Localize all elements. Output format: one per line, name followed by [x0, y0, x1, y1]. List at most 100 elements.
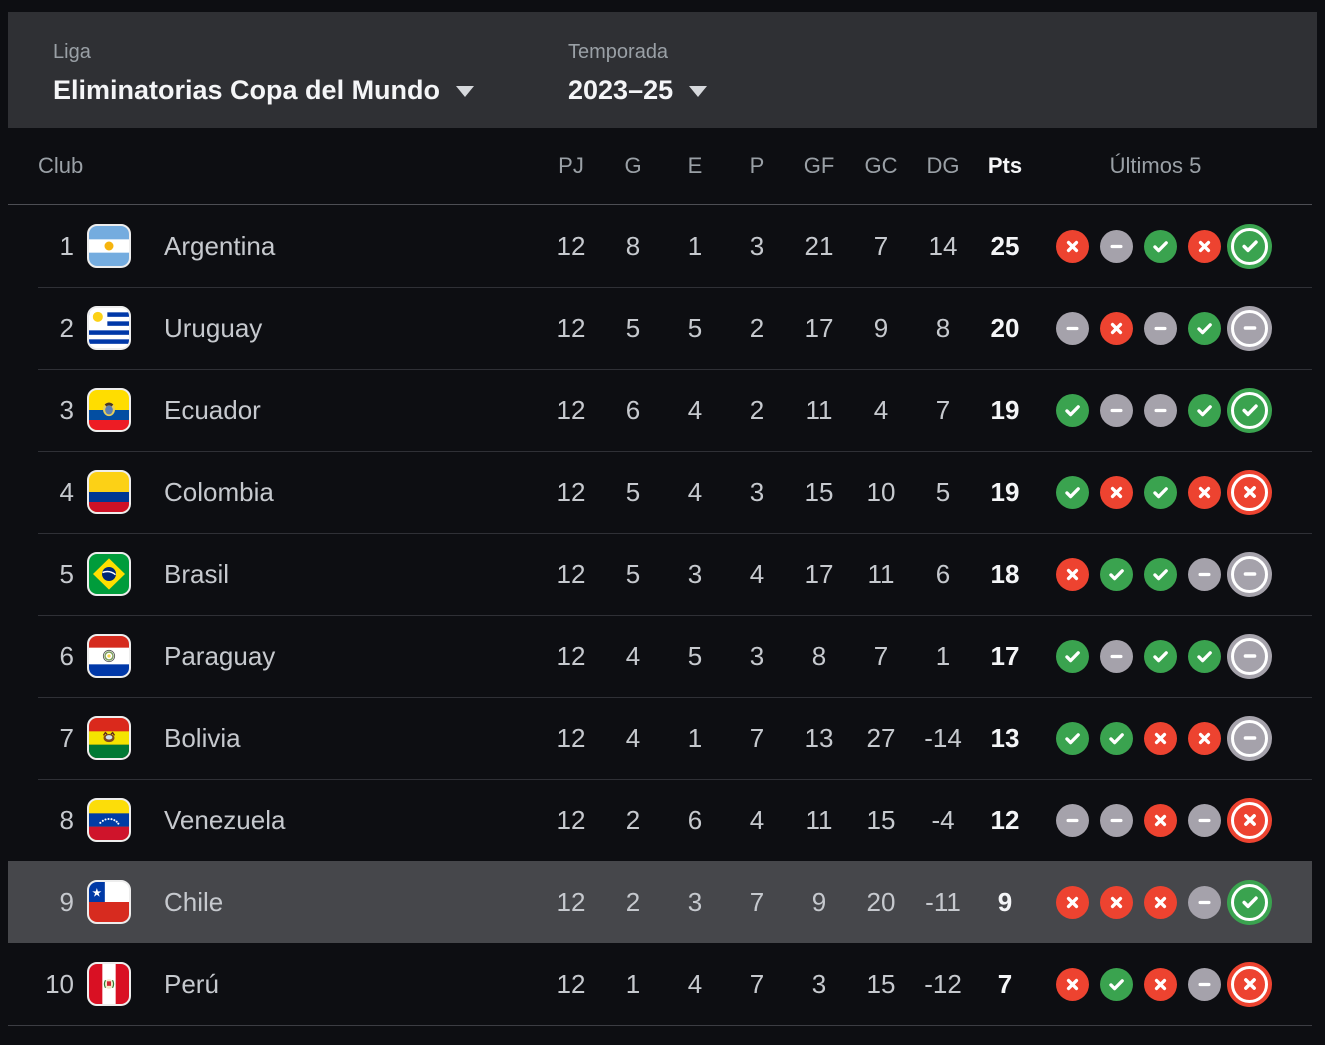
last5-results	[1056, 633, 1277, 679]
stat-dg-cell: -14	[924, 722, 962, 753]
stat-pj-cell: 12	[556, 476, 586, 507]
draw-result-icon	[1188, 885, 1221, 919]
column-header-e: E	[687, 153, 703, 178]
stat-gc-cell: 7	[873, 640, 889, 671]
win-result-icon	[1144, 639, 1177, 673]
draw-result-icon-latest	[1227, 305, 1272, 351]
stat-gc-cell: 15	[866, 968, 896, 999]
stat-gf-cell: 15	[804, 476, 834, 507]
column-header-g: G	[624, 153, 642, 178]
loss-result-icon-latest	[1227, 469, 1272, 515]
points-cell: 20	[990, 312, 1020, 343]
draw-result-icon-latest	[1227, 633, 1272, 679]
stat-g-cell: 1	[625, 968, 641, 999]
team-name-link[interactable]: Ecuador	[164, 394, 261, 425]
draw-result-icon-latest	[1227, 715, 1272, 761]
column-header-p: P	[749, 153, 765, 178]
stat-p-cell: 3	[749, 640, 765, 671]
team-name-link[interactable]: Paraguay	[164, 640, 276, 671]
flag-cell	[74, 388, 144, 432]
draw-result-icon	[1144, 393, 1177, 427]
stat-gc-cell: 11	[867, 558, 895, 589]
draw-result-icon	[1188, 803, 1221, 837]
stat-gc-cell: 7	[873, 230, 889, 261]
season-selector[interactable]: Temporada 2023–25	[568, 12, 708, 105]
draw-result-icon	[1100, 639, 1133, 673]
stat-dg-cell: 8	[935, 312, 951, 343]
stat-p-cell: 2	[749, 394, 765, 425]
win-result-icon	[1056, 721, 1089, 755]
league-selector[interactable]: Liga Eliminatorias Copa del Mundo	[53, 12, 475, 105]
stat-pj-cell: 12	[556, 312, 586, 343]
stat-p-cell: 7	[749, 886, 765, 917]
stat-gc-cell: 20	[866, 886, 896, 917]
standings-table: Club PJ G E P GF GC DG Pts Últimos 5 1 Ar…	[8, 128, 1312, 1026]
colombia-flag-icon	[87, 470, 131, 514]
draw-result-icon	[1100, 229, 1133, 263]
team-name-link[interactable]: Colombia	[164, 476, 274, 507]
win-result-icon	[1188, 393, 1221, 427]
stat-dg-cell: -4	[931, 804, 955, 835]
stat-pj-cell: 12	[556, 722, 586, 753]
loss-result-icon	[1144, 885, 1177, 919]
stat-pj-cell: 12	[556, 394, 586, 425]
stat-p-cell: 4	[749, 558, 765, 589]
points-cell: 9	[997, 886, 1013, 917]
stat-e-cell: 6	[687, 804, 703, 835]
loss-result-icon	[1100, 885, 1133, 919]
stat-e-cell: 4	[687, 968, 703, 999]
league-value: Eliminatorias Copa del Mundo	[53, 75, 441, 105]
stat-gf-cell: 9	[811, 886, 827, 917]
stat-gc-cell: 10	[866, 476, 896, 507]
last5-results	[1056, 305, 1277, 351]
stat-e-cell: 3	[687, 886, 703, 917]
stat-e-cell: 4	[687, 394, 703, 425]
win-result-icon	[1100, 721, 1133, 755]
team-name-link[interactable]: Chile	[164, 886, 224, 917]
team-name-link[interactable]: Perú	[164, 968, 219, 999]
stat-p-cell: 7	[749, 722, 765, 753]
uruguay-flag-icon	[87, 306, 131, 350]
stat-e-cell: 5	[687, 640, 703, 671]
team-name-link[interactable]: Argentina	[164, 230, 276, 261]
team-name-link[interactable]: Brasil	[164, 558, 230, 589]
stat-gf-cell: 11	[805, 394, 833, 425]
stat-gf-cell: 17	[804, 312, 834, 343]
draw-result-icon	[1056, 311, 1089, 345]
last5-results	[1056, 469, 1277, 515]
column-header-club: Club	[38, 153, 84, 178]
venezuela-flag-icon	[87, 798, 131, 842]
loss-result-icon	[1144, 967, 1177, 1001]
loss-result-icon	[1188, 229, 1221, 263]
stat-gf-cell: 11	[805, 804, 833, 835]
season-value: 2023–25	[568, 75, 674, 105]
table-row-chile: 9 Chile 12 2 3 7 9 20 -11 9	[8, 861, 1312, 943]
draw-result-icon	[1188, 557, 1221, 591]
points-cell: 18	[990, 558, 1020, 589]
table-row-colombia: 4 Colombia 12 5 4 3 15 10 5 19	[8, 451, 1312, 533]
stat-e-cell: 1	[687, 722, 703, 753]
rank-cell: 4	[59, 476, 74, 507]
stat-g-cell: 2	[625, 886, 641, 917]
team-name-link[interactable]: Uruguay	[164, 312, 263, 343]
stat-dg-cell: 7	[935, 394, 951, 425]
stat-dg-cell: 14	[928, 230, 958, 261]
paraguay-flag-icon	[87, 634, 131, 678]
column-header-pts: Pts	[987, 153, 1023, 178]
points-cell: 25	[990, 230, 1020, 261]
stat-g-cell: 5	[625, 476, 641, 507]
draw-result-icon	[1144, 311, 1177, 345]
chile-flag-icon	[87, 880, 131, 924]
team-name-link[interactable]: Venezuela	[164, 804, 286, 835]
stat-gf-cell: 13	[804, 722, 834, 753]
draw-result-icon	[1188, 967, 1221, 1001]
win-result-icon	[1144, 229, 1177, 263]
peru-flag-icon	[87, 962, 131, 1006]
win-result-icon	[1100, 967, 1133, 1001]
table-row-argentina: 1 Argentina 12 8 1 3 21 7 14 25	[8, 205, 1312, 287]
stat-gf-cell: 17	[804, 558, 834, 589]
team-name-link[interactable]: Bolivia	[164, 722, 241, 753]
stat-g-cell: 4	[625, 722, 641, 753]
column-header-dg: DG	[926, 153, 960, 178]
draw-result-icon-latest	[1227, 551, 1272, 597]
